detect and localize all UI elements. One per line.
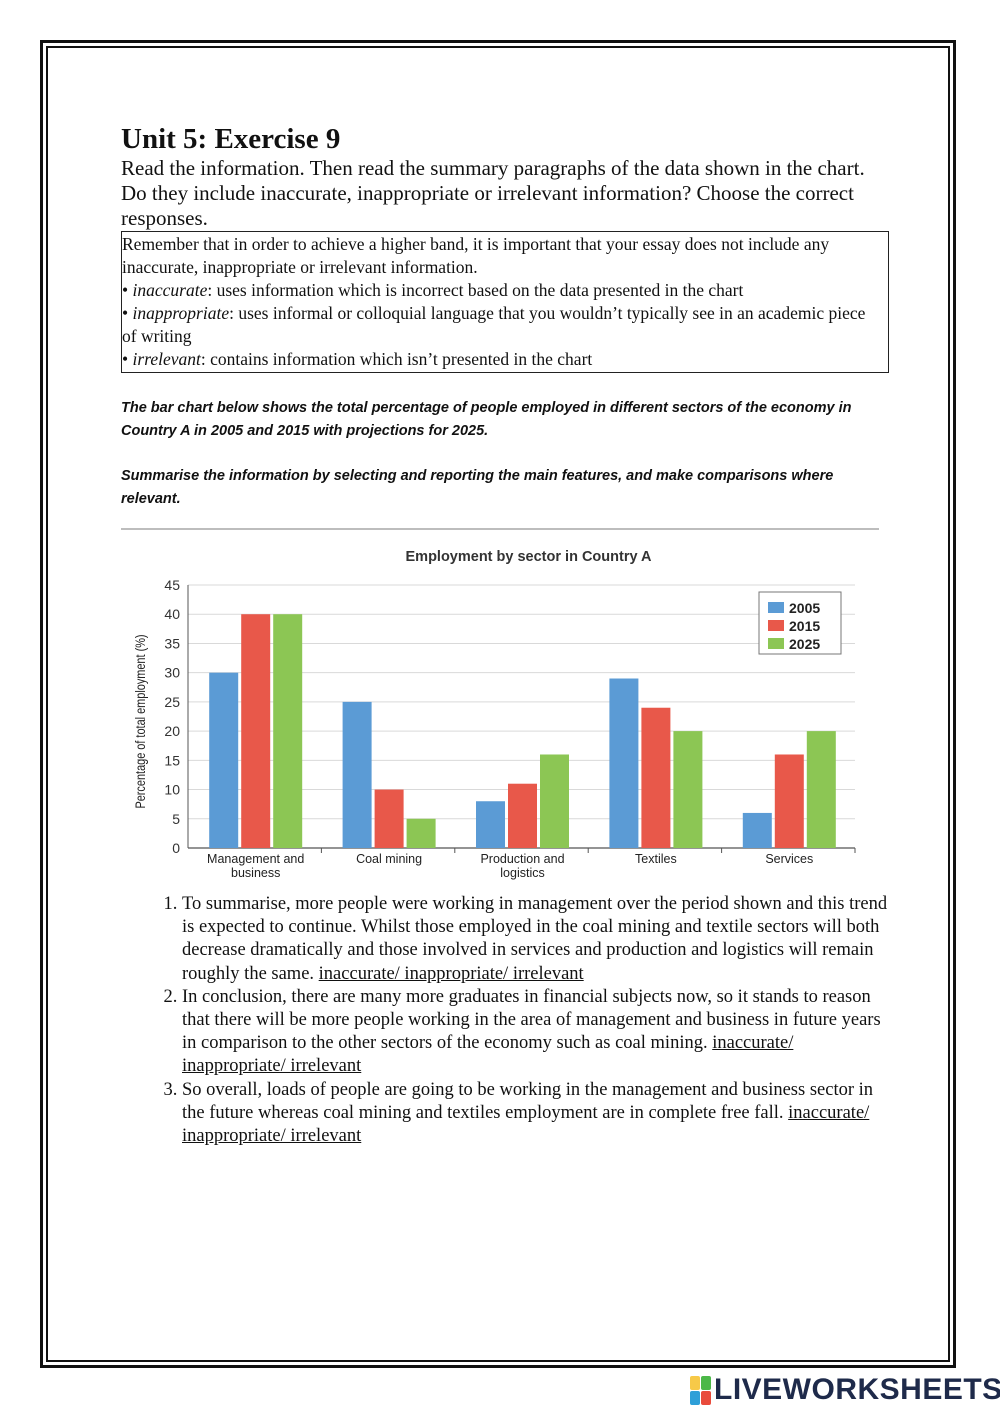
answer-item: So overall, loads of people are going to…: [182, 1079, 888, 1149]
y-tick-label: 40: [164, 606, 180, 622]
bar: [476, 801, 505, 848]
answer-text: In conclusion, there are many more gradu…: [182, 986, 881, 1054]
x-tick-label: Coal mining: [356, 852, 422, 866]
bar: [641, 707, 671, 848]
liveworksheets-logo: LIVEWORKSHEETS: [690, 1375, 1000, 1405]
y-tick-label: 0: [172, 840, 180, 856]
y-tick-label: 45: [164, 577, 180, 593]
answer-item: To summarise, more people were working i…: [182, 893, 888, 986]
logo-text: LIVEWORKSHEETS: [714, 1373, 1000, 1406]
task-instruction: Summarise the information by selecting a…: [121, 468, 834, 507]
legend-label: 2025: [789, 636, 820, 652]
bar: [774, 754, 804, 848]
info-item-inaccurate: • inaccurate: uses information which is …: [122, 280, 744, 300]
bar: [540, 754, 569, 848]
x-tick-label: logistics: [500, 866, 544, 880]
info-term: inappropriate: [132, 303, 230, 323]
x-tick-label: Management and: [207, 852, 304, 866]
answer-choices[interactable]: inaccurate/ inappropriate/ irrelevant: [182, 1102, 870, 1147]
answer-text: To summarise, more people were working i…: [182, 894, 888, 984]
answer-item: In conclusion, there are many more gradu…: [182, 986, 888, 1079]
bar: [273, 614, 303, 848]
bar: [209, 672, 239, 848]
x-tick-label: Services: [765, 852, 813, 866]
bar: [374, 789, 404, 848]
info-definition: : uses information which is incorrect ba…: [207, 280, 744, 300]
answer-choices[interactable]: inaccurate/ inappropriate/ irrelevant: [182, 1033, 794, 1077]
y-tick-label: 20: [164, 723, 180, 739]
legend-swatch: [768, 602, 784, 613]
bar: [342, 701, 372, 848]
page-title: Unit 5: Exercise 9: [121, 123, 341, 155]
x-tick-label: business: [231, 866, 280, 880]
task-prompt: The bar chart below shows the total perc…: [121, 397, 891, 511]
y-tick-label: 35: [164, 635, 180, 651]
page-border-outer: [40, 40, 956, 1368]
bar: [673, 731, 703, 848]
answer-text: So overall, loads of people are going to…: [182, 1079, 874, 1123]
info-intro: Remember that in order to achieve a high…: [122, 234, 830, 277]
info-box: Remember that in order to achieve a high…: [121, 231, 889, 373]
y-axis-label: Percentage of total employment (%): [133, 634, 149, 808]
task-description: The bar chart below shows the total perc…: [121, 400, 852, 439]
y-tick-label: 25: [164, 694, 180, 710]
divider: [121, 528, 879, 530]
chart-title: Employment by sector in Country A: [406, 549, 653, 565]
y-tick-label: 5: [172, 811, 180, 827]
page-border-inner: [46, 46, 950, 1362]
bar: [609, 678, 639, 848]
info-item-irrelevant: • irrelevant: contains information which…: [122, 349, 593, 369]
info-term: inaccurate: [132, 280, 208, 300]
bar: [742, 812, 772, 848]
x-tick-label: Production and: [480, 852, 564, 866]
info-definition: : contains information which isn’t prese…: [200, 349, 593, 369]
bar: [406, 818, 436, 848]
bar: [508, 783, 537, 848]
bar-chart: Employment by sector in Country A 0 5 10 15 2…: [133, 549, 856, 880]
info-definition: : uses informal or colloquial language t…: [122, 303, 866, 346]
legend-swatch: [768, 620, 784, 631]
bar: [806, 731, 836, 848]
legend-label: 2015: [789, 618, 820, 634]
instruction-text: Read the information. Then read the summ…: [121, 156, 865, 230]
info-item-inappropriate: • inappropriate: uses informal or colloq…: [122, 303, 866, 346]
info-term: irrelevant: [132, 349, 201, 369]
y-tick-label: 10: [164, 782, 180, 798]
x-tick-label: Textiles: [635, 852, 677, 866]
worksheet-content: Unit 5: Exercise 9 Read the information.…: [121, 122, 891, 511]
legend-label: 2005: [789, 600, 820, 616]
legend-swatch: [768, 638, 784, 649]
y-tick-label: 30: [164, 665, 180, 681]
y-tick-label: 15: [164, 752, 180, 768]
bar: [241, 614, 271, 848]
answer-choices[interactable]: inaccurate/ inappropriate/ irrelevant: [318, 963, 584, 984]
logo-icon: [690, 1376, 711, 1405]
answer-list: To summarise, more people were working i…: [148, 893, 888, 1148]
